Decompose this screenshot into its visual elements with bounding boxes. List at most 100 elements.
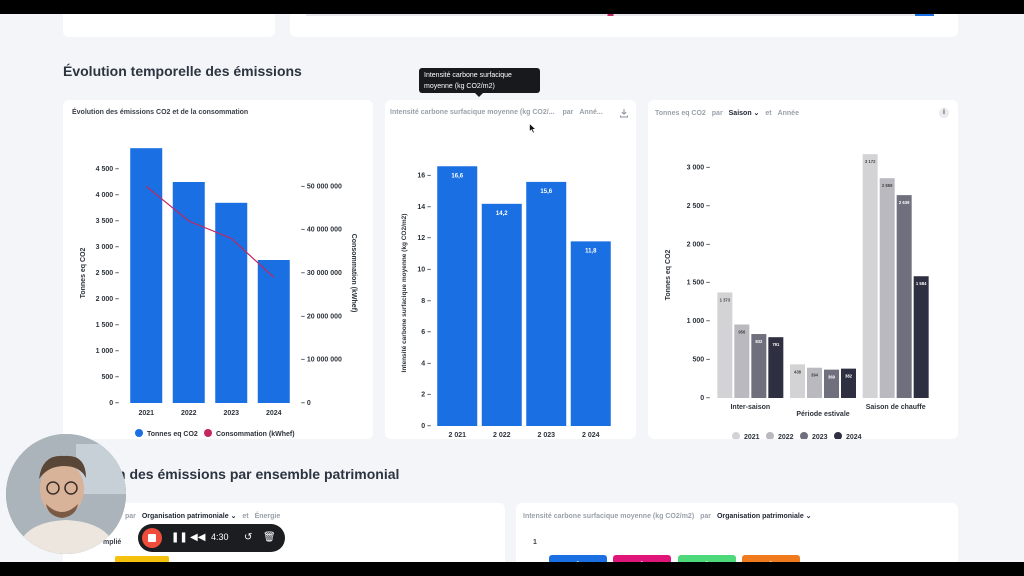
x-tick-label: Saison de chauffe [866,404,926,411]
et-label: et [765,110,772,117]
y2-tick-label: – 30 000 000 [301,270,342,277]
bar [717,292,733,398]
y-tick-label: 0 – [109,400,119,407]
y2-axis-label: Consommation (kWhef) [350,234,357,313]
bar-value-label: 382 [845,374,853,379]
y2-tick-label: – 40 000 000 [301,227,342,234]
x-tick-label: 2 023 [537,432,555,439]
y-axis-label: Tonnes eq CO2 [80,247,87,298]
card-title: par Organisation patrimoniale ⌄ et Énerg… [125,512,280,520]
y-tick-label: 3 500 – [96,218,119,225]
y-tick-label: 4 500 – [96,166,119,173]
bar [913,276,929,398]
bar [862,154,878,398]
recording-controls: ❚❚ ◀◀ 4:30 ↺ 🗑 [138,524,285,552]
tooltip: Intensité carbone surfacique moyenne (kg… [419,68,540,97]
legend-label: Consommation (kWhef) [216,431,295,438]
emissions-consumption-chart: 4 500 – 4 000 – 3 500 – 3 000 – 2 500 – 2 000… [80,148,357,438]
bar-value-label: 438 [794,369,802,374]
card-title-text: Intensité carbone surfacique moyenne (kg… [390,109,555,116]
carbon-intensity-chart: 16 – 14 – 12 – 10 – 8 – 6 – 4 – 2 – 0 – Intensité… [401,166,611,439]
y2-tick-label: – 20 000 000 [301,313,342,320]
y-tick-label: 10 – [417,267,431,274]
presenter-avatar [6,434,126,554]
mouse-cursor-icon [529,123,537,134]
bar [768,337,784,398]
stop-recording-button[interactable] [142,528,162,548]
bar [824,369,839,398]
bar-value-label: 394 [811,373,819,378]
bar-pill: 1 [742,555,800,562]
y2-tick-label: – 10 000 000 [301,357,342,364]
bar [807,367,822,398]
card-title: Intensité carbone surfacique moyenne (kg… [390,109,603,116]
legend-label: 2022 [778,434,794,439]
bar [130,148,163,403]
consumption-line [145,185,275,278]
top-card-right [290,14,958,37]
bar-pill: 1 [549,555,607,562]
et-label: et [242,513,249,520]
x-tick-label: Inter-saison [730,404,770,411]
download-icon[interactable] [619,108,629,118]
par-label: par [125,513,136,520]
restart-icon[interactable]: ↺ [244,532,253,543]
card-patrimonial-intensity: Intensité carbone surfacique moyenne (kg… [516,503,958,562]
y-axis-label: Tonnes eq CO2 [665,249,672,300]
second-dimension-selector[interactable]: Énergie [254,513,281,520]
second-dimension-selector[interactable]: Année [777,110,799,117]
x-tick-label: 2 021 [448,432,466,439]
bar [734,324,750,398]
bar-value-label: 1 584 [916,281,927,286]
dimension-selector[interactable]: Saison ⌄ [729,110,760,117]
card-emissions-consumption: Évolution des émissions CO2 et de la con… [63,100,373,439]
dashboard-screen: Évolution temporelle des émissions Évolu… [0,14,1024,562]
recording-time: 4:30 [211,532,229,542]
y-tick-label: 1 500 – [687,280,710,287]
y-axis-label: Intensité carbone surfacique moyenne (kg… [401,214,408,373]
dimension-selector[interactable]: Anné... [579,109,603,116]
top-card-left [63,14,275,37]
section-title-patrimonial: n des émissions par ensemble patrimonial [117,466,400,482]
bar [790,364,805,398]
y2-tick-label: – 50 000 000 [301,183,342,190]
card-title: Intensité carbone surfacique moyenne (kg… [523,512,812,520]
legend-swatch [834,432,842,439]
y-tick-label: 2 000 – [96,296,119,303]
y2-tick-label: – 0 [301,400,311,407]
bar-value-label: 11,8 [585,248,597,254]
legend-label: Tonnes eq CO2 [147,431,198,438]
dimension-selector[interactable]: Organisation patrimoniale ⌄ [142,513,237,520]
info-icon[interactable]: i [939,108,949,118]
x-tick-label: 2 022 [493,432,511,439]
y-tick-label: 12 – [417,235,431,242]
card-title: Évolution des émissions CO2 et de la con… [72,109,249,116]
par-label: par [700,513,712,520]
bar-yellow [115,556,169,562]
x-tick-label: 2024 [266,410,282,417]
par-label: par [562,109,574,116]
y-tick-label: 1 000 – [687,318,710,325]
bar [257,260,290,403]
bar [172,182,205,403]
x-tick-label: Période estivale [796,411,849,418]
trash-icon[interactable]: 🗑 [263,532,276,543]
bar-value-label: 791 [772,342,780,347]
row-label: mplié [103,539,122,546]
bar-value-label: 2 859 [882,183,893,188]
rewind-icon[interactable]: ◀◀ [190,532,206,543]
bar-pill: 1 [678,555,736,562]
pause-icon[interactable]: ❚❚ [171,532,188,543]
chevron-down-icon: ⌄ [753,110,760,117]
bar [570,241,611,426]
webcam-overlay [6,434,126,554]
y-tick-label: 2 500 – [96,270,119,277]
bar-pill: 1 [613,555,671,562]
dimension-selector[interactable]: Organisation patrimoniale ⌄ [717,513,812,520]
par-label: par [711,110,723,117]
top-card-bar-strip [306,14,934,16]
x-tick-label: 2022 [181,410,197,417]
y-tick-label: 8 – [421,298,431,305]
bar-value-label: 16,6 [451,173,463,179]
y-tick-label: 0 – [421,423,431,430]
